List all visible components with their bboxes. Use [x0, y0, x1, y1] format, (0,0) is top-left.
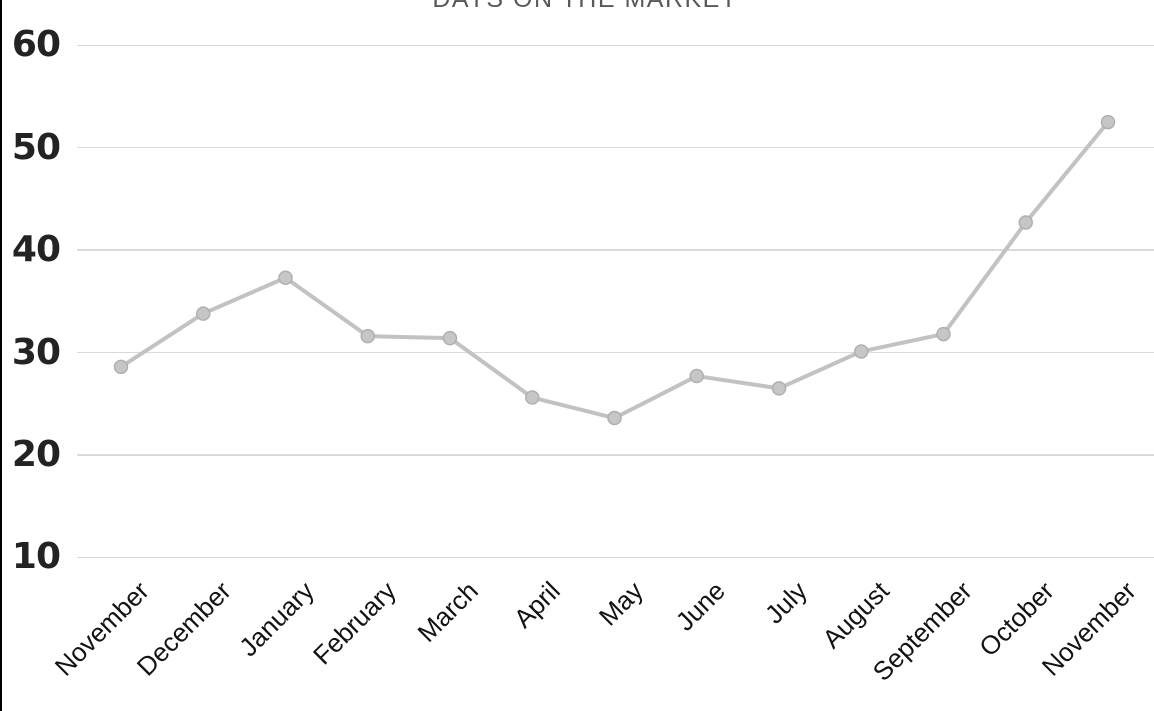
data-point-marker	[113, 359, 129, 375]
data-point-marker	[689, 368, 704, 384]
y-gridline	[77, 146, 1154, 149]
y-tick-label: 40	[11, 229, 61, 271]
y-tick-label: 60	[11, 24, 61, 66]
y-tick-label: 30	[11, 331, 61, 373]
data-point-marker	[278, 270, 293, 285]
y-gridline	[77, 351, 1154, 354]
y-gridline	[77, 44, 1154, 47]
data-point-marker	[854, 344, 869, 359]
data-point-marker	[1018, 215, 1033, 230]
data-point-marker	[525, 390, 540, 405]
series-line	[119, 120, 1110, 421]
data-point-marker	[771, 381, 787, 396]
data-point-marker	[607, 410, 622, 426]
y-gridline	[77, 249, 1154, 251]
data-point-marker	[936, 326, 951, 342]
data-point-marker	[196, 306, 211, 321]
y-tick-label: 50	[11, 126, 61, 168]
data-point-marker	[442, 330, 458, 346]
y-tick-label: 20	[11, 433, 61, 475]
data-point-marker	[360, 328, 375, 344]
y-gridline	[77, 556, 1154, 559]
y-gridline	[77, 454, 1154, 456]
y-tick-label: 10	[11, 536, 61, 578]
frame-left-border	[0, 0, 2, 711]
data-point-marker	[1100, 114, 1116, 130]
chart-title: DAYS ON THE MARKET	[0, 0, 1154, 12]
